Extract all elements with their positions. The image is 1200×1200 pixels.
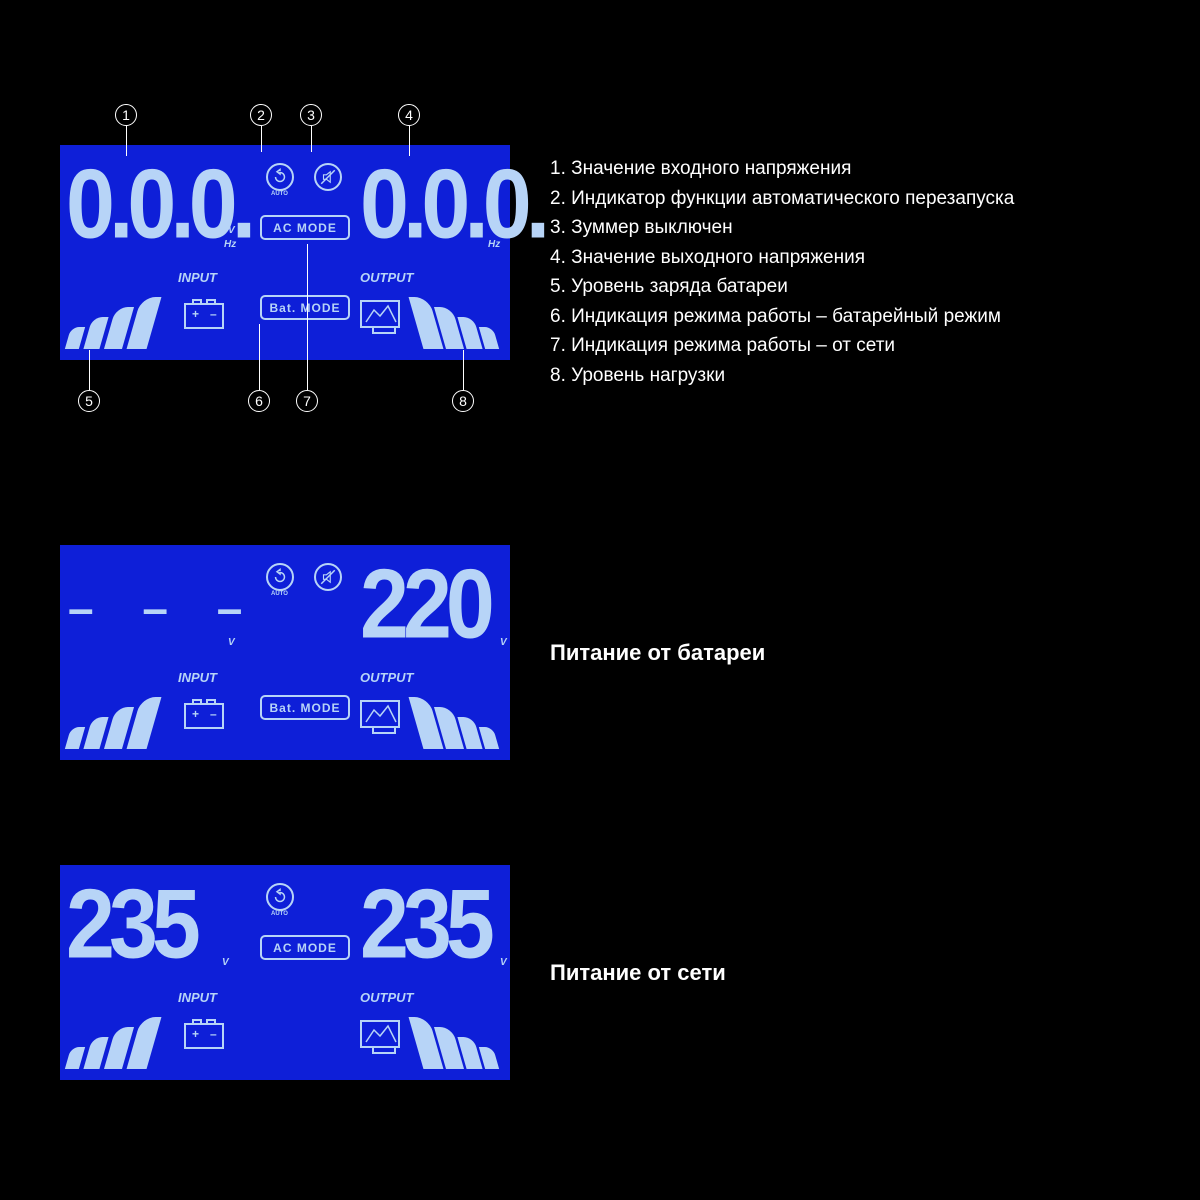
battery-plus: +	[192, 307, 199, 321]
load-level-bars	[416, 1013, 516, 1069]
callout-1: 1	[115, 104, 137, 126]
callout-line	[409, 126, 410, 156]
legend-item: 1. Значение входного напряжения	[550, 155, 1014, 183]
callout-line	[259, 324, 260, 390]
legend-item: 8. Уровень нагрузки	[550, 362, 1014, 390]
lcd-panel-battery: – – – 220 V V INPUT OUTPUT AUTO Bat. MOD…	[60, 545, 510, 760]
panel2-caption: Питание от батареи	[550, 640, 765, 666]
legend-item: 6. Индикация режима работы – батарейный …	[550, 303, 1014, 331]
callout-2: 2	[250, 104, 272, 126]
callout-7: 7	[296, 390, 318, 412]
buzzer-off-icon	[314, 563, 342, 591]
auto-restart-icon	[266, 163, 294, 191]
lcd-panel-overview: 0.0.0. 0.0.0. V Hz V Hz INPUT OUTPUT AUT…	[60, 145, 510, 360]
legend-item: 4. Значение выходного напряжения	[550, 244, 1014, 272]
battery-level-bars	[68, 293, 168, 349]
unit-v-in: V	[228, 225, 235, 236]
auto-label: AUTO	[271, 911, 288, 917]
legend-item: 2. Индикатор функции автоматического пер…	[550, 185, 1014, 213]
callout-line	[311, 126, 312, 152]
callout-6: 6	[248, 390, 270, 412]
auto-label: AUTO	[271, 591, 288, 597]
lcd-panel-mains: 235 235 V V INPUT OUTPUT AUTO AC MODE + …	[60, 865, 510, 1080]
ac-mode-box: AC MODE	[260, 935, 350, 960]
unit-v-in: V	[228, 637, 235, 648]
auto-restart-icon	[266, 883, 294, 911]
monitor-icon	[360, 700, 400, 728]
panel3-caption: Питание от сети	[550, 960, 726, 986]
input-voltage-value: 235	[66, 867, 195, 981]
load-level-bars	[416, 693, 516, 749]
callout-line	[126, 126, 127, 156]
auto-label: AUTO	[271, 191, 288, 197]
callout-line	[261, 126, 262, 152]
battery-icon	[184, 703, 224, 729]
callout-line	[307, 244, 308, 390]
unit-v-out: V	[500, 637, 507, 648]
ac-mode-box: AC MODE	[260, 215, 350, 240]
callout-5: 5	[78, 390, 100, 412]
legend-item: 7. Индикация режима работы – от сети	[550, 332, 1014, 360]
bat-mode-box: Bat. MODE	[260, 295, 350, 320]
callout-3: 3	[300, 104, 322, 126]
output-voltage-value: 220	[360, 547, 489, 661]
callout-4: 4	[398, 104, 420, 126]
legend-list: 1. Значение входного напряжения 2. Индик…	[550, 155, 1014, 391]
output-voltage-value: 235	[360, 867, 489, 981]
unit-v-out: V	[492, 225, 499, 236]
input-label: INPUT	[178, 270, 217, 285]
battery-minus: –	[210, 307, 217, 321]
output-label: OUTPUT	[360, 990, 413, 1005]
bat-mode-box: Bat. MODE	[260, 695, 350, 720]
output-label: OUTPUT	[360, 270, 413, 285]
legend-item: 5. Уровень заряда батареи	[550, 273, 1014, 301]
unit-v-out: V	[500, 957, 507, 968]
input-voltage-value: 0.0.0.	[66, 147, 250, 261]
input-label: INPUT	[178, 990, 217, 1005]
callout-line	[89, 350, 90, 390]
output-label: OUTPUT	[360, 670, 413, 685]
unit-hz-out: Hz	[488, 239, 500, 250]
input-dashes: – – –	[68, 581, 260, 635]
battery-plus: +	[192, 1027, 199, 1041]
callout-8: 8	[452, 390, 474, 412]
battery-plus: +	[192, 707, 199, 721]
unit-v-in: V	[222, 957, 229, 968]
monitor-icon	[360, 300, 400, 328]
auto-restart-icon	[266, 563, 294, 591]
legend-item: 3. Зуммер выключен	[550, 214, 1014, 242]
monitor-icon	[360, 1020, 400, 1048]
unit-hz-in: Hz	[224, 239, 236, 250]
callout-line	[463, 350, 464, 390]
battery-minus: –	[210, 707, 217, 721]
battery-minus: –	[210, 1027, 217, 1041]
battery-icon	[184, 303, 224, 329]
battery-level-bars	[68, 693, 168, 749]
buzzer-off-icon	[314, 163, 342, 191]
load-level-bars	[416, 293, 516, 349]
output-voltage-value: 0.0.0.	[360, 147, 544, 261]
battery-level-bars	[68, 1013, 168, 1069]
input-label: INPUT	[178, 670, 217, 685]
battery-icon	[184, 1023, 224, 1049]
